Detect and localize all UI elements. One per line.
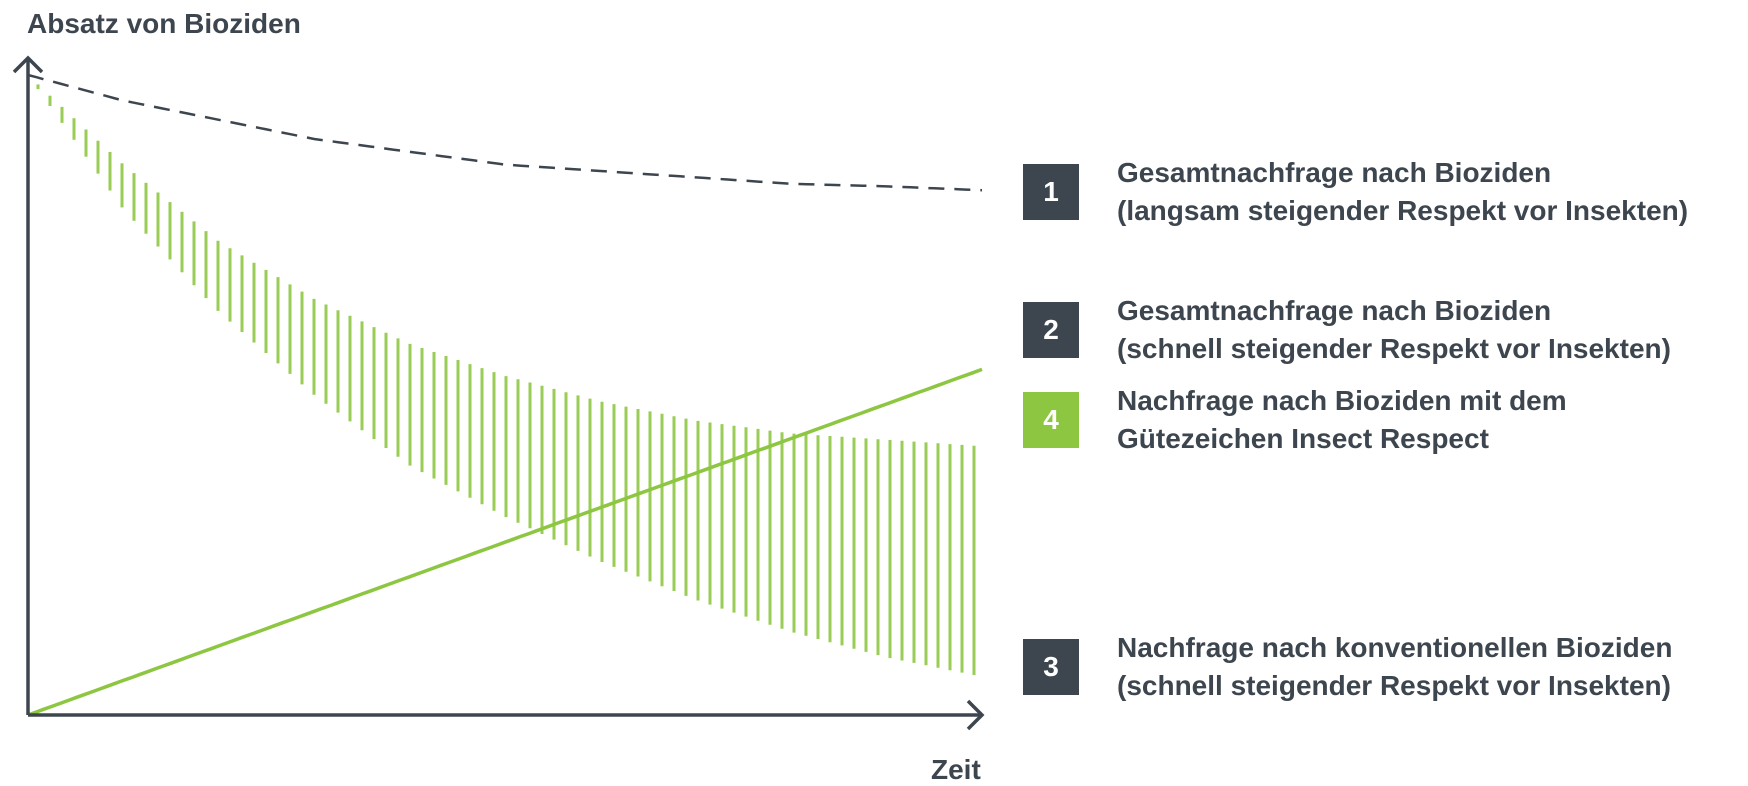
legend-badge-4: 4 xyxy=(1023,392,1079,448)
series-4-line xyxy=(27,367,983,717)
legend-label-1: Gesamtnachfrage nach Bioziden (langsam st… xyxy=(1117,157,1689,226)
series-lines xyxy=(27,73,983,717)
series-1-line xyxy=(27,73,983,192)
legend-label-3: Nachfrage nach konventionellen Bioziden(… xyxy=(1117,632,1673,701)
legend-label-2: Gesamtnachfrage nach Bioziden (schnell st… xyxy=(1117,295,1671,364)
hatched-band xyxy=(36,84,976,675)
legend-item-1: 1 Gesamtnachfrage nach Bioziden (langsam … xyxy=(1023,154,1688,230)
x-axis-label: Zeit xyxy=(931,754,981,785)
axes xyxy=(12,55,985,731)
y-axis-label: Absatz von Bioziden xyxy=(27,8,301,39)
y-axis-arrow xyxy=(12,55,44,74)
legend-badge-3: 3 xyxy=(1023,639,1079,695)
legend-badge-1: 1 xyxy=(1023,164,1079,220)
legend-item-2: 2 Gesamtnachfrage nach Bioziden (schnell … xyxy=(1023,292,1671,368)
legend-item-4: 4 Nachfrage nach Bioziden mit dem Gütezei… xyxy=(1023,382,1567,458)
legend-badge-2: 2 xyxy=(1023,302,1079,358)
x-axis-arrow xyxy=(966,699,985,731)
legend-item-3: 3 Nachfrage nach konventionellen Biozide… xyxy=(1023,629,1672,705)
legend-label-4: Nachfrage nach Bioziden mit dem Gütezeich… xyxy=(1117,385,1567,454)
